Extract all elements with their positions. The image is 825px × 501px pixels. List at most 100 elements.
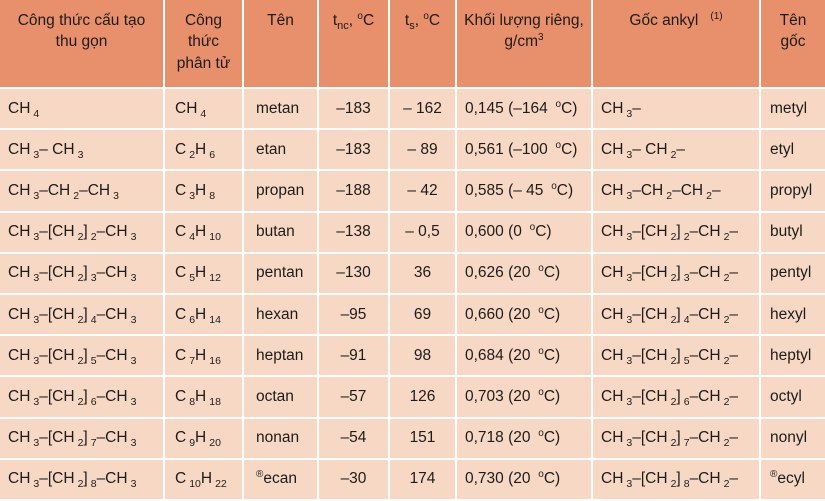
cell-r8-c7: nonyl — [760, 417, 825, 460]
cell-r8-c2: nonan — [243, 417, 319, 460]
cell-r7-c3: –57 — [318, 376, 390, 419]
cell-r0-c7: metyl — [760, 88, 825, 131]
cell-r5-c4: 69 — [389, 293, 457, 337]
cell-r0-c5: 0,145 (–164 oC) — [456, 88, 593, 131]
cell-r3-c2: butan — [243, 211, 319, 254]
table-row: CH 3–[CH 2] 6–CH 3 C 8H 18 octan –57 126 0,703 (20 … — [0, 376, 825, 419]
table-header: Công thức cấu tạo thu gọn Công thức phân … — [0, 0, 825, 89]
cell-r1-c0: CH 3– CH 3 — [0, 129, 165, 172]
cell-r0-c6: CH 3– — [592, 88, 761, 131]
cell-r7-c2: octan — [243, 376, 319, 419]
cell-r6-c4: 98 — [389, 335, 457, 378]
cell-r7-c4: 126 — [389, 376, 457, 419]
table-row: CH 3– CH 3 C 2H 6 etan –183– 89 0,561 (–100 oC) C… — [0, 129, 825, 172]
cell-r8-c4: 151 — [389, 417, 457, 460]
cell-r2-c2: propan — [243, 170, 319, 213]
cell-r7-c7: octyl — [760, 376, 825, 419]
cell-r3-c0: CH 3–[CH 2] 2–CH 3 — [0, 211, 165, 254]
table-row: CH 3–[CH 2] 7–CH 3 C 9H 20 nonan –54 151 0,718 (20 … — [0, 417, 825, 460]
cell-r9-c2: ®ecan — [243, 458, 319, 501]
cell-r7-c0: CH 3–[CH 2] 6–CH 3 — [0, 376, 165, 419]
table-row: CH 3–[CH 2] 3–CH 3 C 5H 12 pentan –130 36 0,626 (20… — [0, 252, 825, 295]
cell-r9-c7: ®ecyl — [760, 458, 825, 501]
table-row: CH 3–[CH 2] 8–CH 3 C 10H 22 ®ecan –30 174 0,730 (20… — [0, 458, 825, 501]
cell-r5-c0: CH 3–[CH 2] 4–CH 3 — [0, 293, 165, 337]
header-row: Công thức cấu tạo thu gọn Công thức phân … — [0, 0, 825, 89]
cell-r1-c7: etyl — [760, 129, 825, 172]
cell-r8-c0: CH 3–[CH 2] 7–CH 3 — [0, 417, 165, 460]
cell-r9-c0: CH 3–[CH 2] 8–CH 3 — [0, 458, 165, 501]
cell-r1-c6: CH 3– CH 2– — [592, 129, 761, 172]
table-row: CH 3–[CH 2] 4–CH 3 C 6H 14 hexan –95 69 0,660 (20 o… — [0, 293, 825, 337]
cell-r4-c5: 0,626 (20 oC) — [456, 252, 593, 295]
column-header-7: Tên gốc — [760, 0, 825, 89]
cell-r2-c3: –188 — [318, 170, 390, 213]
table-row: CH 3–CH 2–CH 3 C 3H 8 propan –188– 42 0,585 (– 45… — [0, 170, 825, 213]
table-row: CH 3–[CH 2] 5–CH 3 C 7H 16 heptan –91 98 0,684 (20 … — [0, 335, 825, 378]
cell-r9-c3: –30 — [318, 458, 390, 501]
cell-r3-c7: butyl — [760, 211, 825, 254]
cell-r9-c4: 174 — [389, 458, 457, 501]
cell-r8-c5: 0,718 (20 oC) — [456, 417, 593, 460]
cell-r7-c1: C 8H 18 — [164, 376, 244, 419]
cell-r0-c0: CH 4 — [0, 88, 165, 131]
column-header-0: Công thức cấu tạo thu gọn — [0, 0, 165, 89]
cell-r9-c6: CH 3–[CH 2] 8–CH 2– — [592, 458, 761, 501]
cell-r6-c0: CH 3–[CH 2] 5–CH 3 — [0, 335, 165, 378]
column-header-2: Tên — [243, 0, 319, 89]
cell-r2-c6: CH 3–CH 2–CH 2– — [592, 170, 761, 213]
cell-r3-c1: C 4H 10 — [164, 211, 244, 254]
cell-r6-c5: 0,684 (20 oC) — [456, 335, 593, 378]
cell-r4-c7: pentyl — [760, 252, 825, 295]
cell-r6-c7: heptyl — [760, 335, 825, 378]
cell-r2-c0: CH 3–CH 2–CH 3 — [0, 170, 165, 213]
cell-r3-c3: –138 — [318, 211, 390, 254]
cell-r3-c6: CH 3–[CH 2] 2–CH 2– — [592, 211, 761, 254]
cell-r9-c5: 0,730 (20 oC) — [456, 458, 593, 501]
cell-r3-c4: – 0,5 — [389, 211, 457, 254]
cell-r6-c2: heptan — [243, 335, 319, 378]
table-body: CH 4 CH 4 metan –183– 162 0,145 (–164 oC) CH 3– m… — [0, 88, 825, 501]
cell-r0-c1: CH 4 — [164, 88, 244, 131]
cell-r4-c1: C 5H 12 — [164, 252, 244, 295]
cell-r8-c1: C 9H 20 — [164, 417, 244, 460]
table-row: CH 4 CH 4 metan –183– 162 0,145 (–164 oC) CH 3– m… — [0, 88, 825, 131]
cell-r7-c5: 0,703 (20 oC) — [456, 376, 593, 419]
column-header-1: Công thức phân tử — [164, 0, 244, 89]
cell-r1-c4: – 89 — [389, 129, 457, 172]
column-header-5: Khối lượng riêng, g/cm3 — [456, 0, 593, 89]
column-header-6: Gốc ankyl (1) — [592, 0, 761, 89]
column-header-3: tnc, oC — [318, 0, 390, 89]
cell-r5-c1: C 6H 14 — [164, 293, 244, 337]
cell-r4-c2: pentan — [243, 252, 319, 295]
cell-r4-c4: 36 — [389, 252, 457, 295]
cell-r2-c5: 0,585 (– 45 oC) — [456, 170, 593, 213]
cell-r0-c4: – 162 — [389, 88, 457, 131]
cell-r6-c1: C 7H 16 — [164, 335, 244, 378]
cell-r4-c3: –130 — [318, 252, 390, 295]
cell-r2-c7: propyl — [760, 170, 825, 213]
cell-r5-c3: –95 — [318, 293, 390, 337]
cell-r8-c3: –54 — [318, 417, 390, 460]
cell-r1-c1: C 2H 6 — [164, 129, 244, 172]
cell-r1-c5: 0,561 (–100 oC) — [456, 129, 593, 172]
cell-r3-c5: 0,600 (0 oC) — [456, 211, 593, 254]
cell-r5-c7: hexyl — [760, 293, 825, 337]
cell-r5-c5: 0,660 (20 oC) — [456, 293, 593, 337]
cell-r0-c2: metan — [243, 88, 319, 131]
cell-r1-c3: –183 — [318, 129, 390, 172]
cell-r8-c6: CH 3–[CH 2] 7–CH 2– — [592, 417, 761, 460]
table-row: CH 3–[CH 2] 2–CH 3 C 4H 10 butan –138– 0,5 0,600 (… — [0, 211, 825, 254]
cell-r6-c3: –91 — [318, 335, 390, 378]
cell-r1-c2: etan — [243, 129, 319, 172]
cell-r4-c6: CH 3–[CH 2] 3–CH 2– — [592, 252, 761, 295]
cell-r4-c0: CH 3–[CH 2] 3–CH 3 — [0, 252, 165, 295]
cell-r9-c1: C 10H 22 — [164, 458, 244, 501]
cell-r2-c4: – 42 — [389, 170, 457, 213]
cell-r5-c2: hexan — [243, 293, 319, 337]
cell-r2-c1: C 3H 8 — [164, 170, 244, 213]
cell-r0-c3: –183 — [318, 88, 390, 131]
cell-r6-c6: CH 3–[CH 2] 5–CH 2– — [592, 335, 761, 378]
